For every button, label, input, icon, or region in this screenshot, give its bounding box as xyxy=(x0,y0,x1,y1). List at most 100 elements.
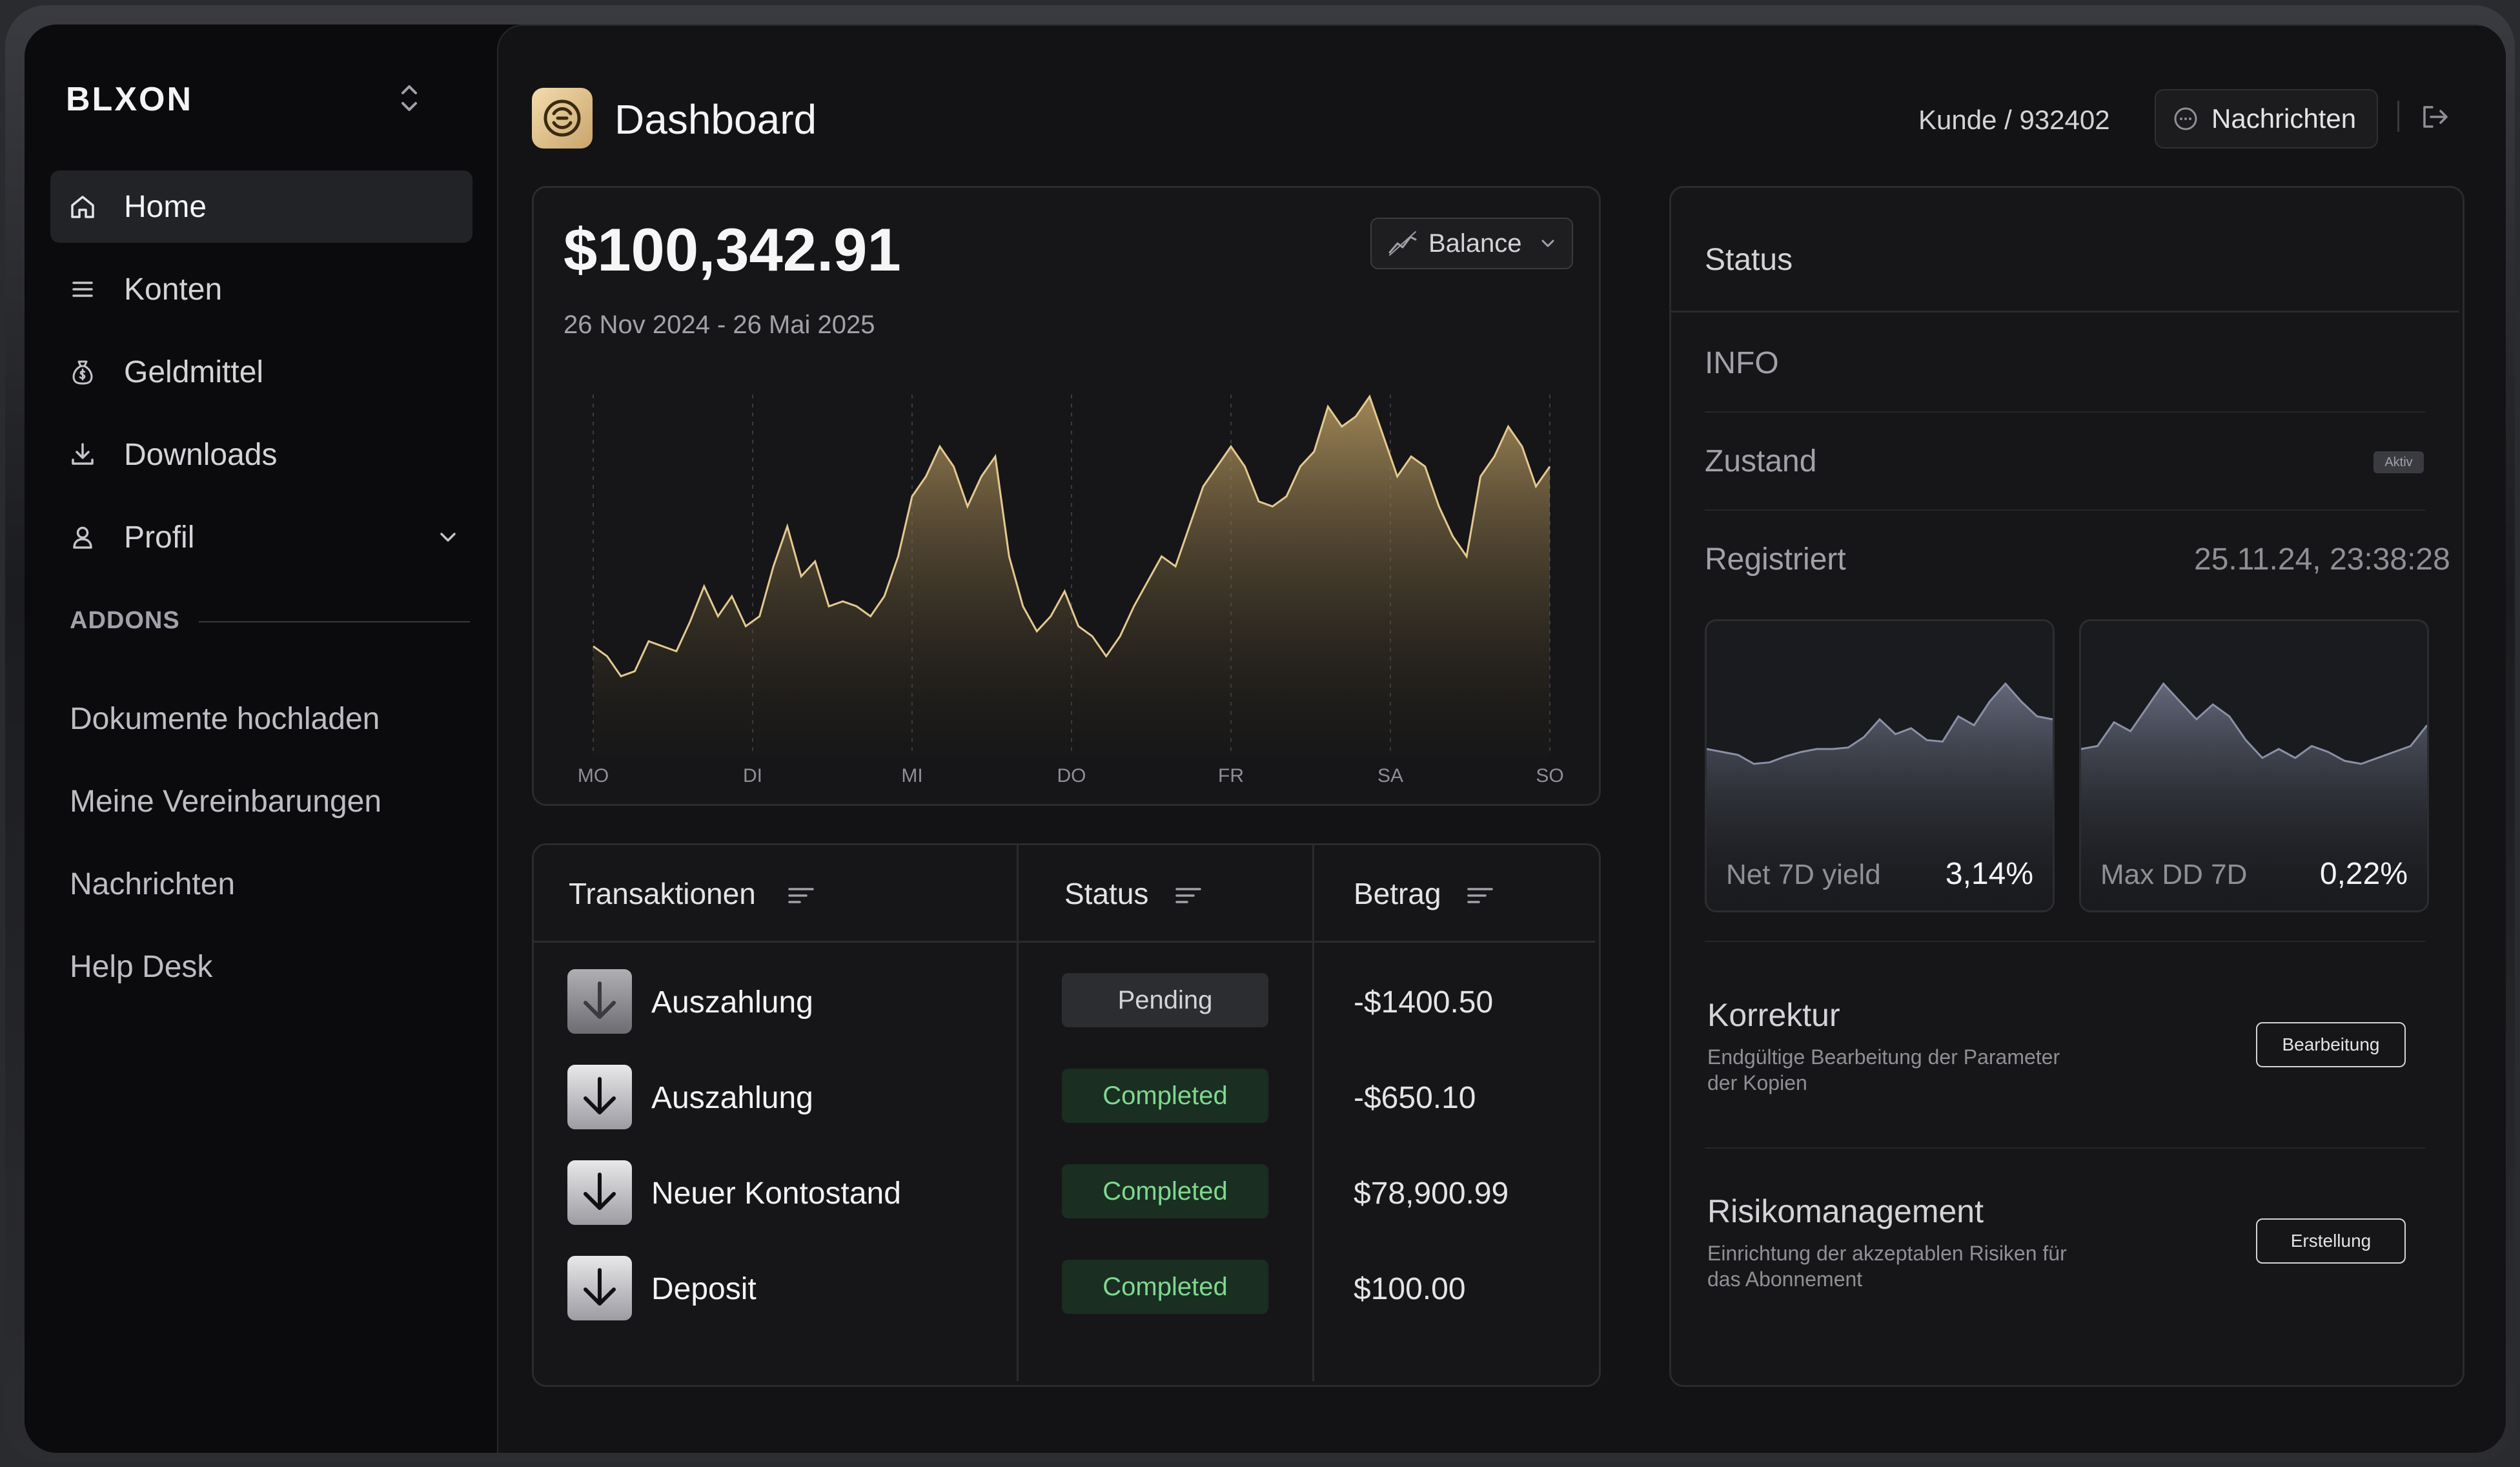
download-icon xyxy=(72,443,94,465)
status-badge: Completed xyxy=(1062,1260,1268,1314)
sidebar-item-geldmittel[interactable]: Geldmittel xyxy=(50,336,472,408)
row-divider xyxy=(1705,411,2425,413)
column-divider xyxy=(1017,845,1019,1381)
arrow-down-icon xyxy=(567,1256,632,1320)
transaction-amount: $78,900.99 xyxy=(1354,1176,1509,1211)
balance-date-range: 26 Nov 2024 - 26 Mai 2025 xyxy=(564,311,875,339)
table-row[interactable]: Neuer Kontostand Completed $78,900.99 xyxy=(534,1133,1595,1229)
status-panel-divider xyxy=(1671,311,2459,313)
arrow-down-icon xyxy=(567,1160,632,1225)
column-header-betrag[interactable]: Betrag xyxy=(1354,877,1441,910)
balance-selector-label: Balance xyxy=(1428,229,1522,258)
sidebar-item-konten[interactable]: Konten xyxy=(50,253,472,325)
info-label: INFO xyxy=(1705,346,1779,380)
sidebar-item-label: Konten xyxy=(124,272,223,307)
home-icon xyxy=(71,196,94,218)
max-dd-chart-line xyxy=(2081,682,2427,765)
table-row[interactable]: Auszahlung Completed -$650.10 xyxy=(534,1038,1595,1133)
max-dd-chart xyxy=(2081,682,2427,910)
max-dd-value: 0,22% xyxy=(2319,857,2408,891)
chat-bubble-icon xyxy=(2174,107,2197,130)
balance-chart-line xyxy=(593,394,1551,678)
logout-icon[interactable] xyxy=(2419,102,2450,132)
risikomanagement-description: Einrichtung der akzeptablen Risiken für … xyxy=(1707,1242,2067,1291)
addons-divider xyxy=(199,621,470,622)
sidebar-item-downloads[interactable]: Downloads xyxy=(50,418,472,491)
device-frame: BLXON Home Konten Geldmittel xyxy=(5,5,2515,1462)
chart-tick-label: MO xyxy=(578,765,609,786)
trend-icon xyxy=(1388,231,1417,256)
registriert-label: Registriert xyxy=(1705,542,1846,577)
main-content: Dashboard Kunde / 932402 Nachrichten xyxy=(497,25,2506,1453)
messages-button[interactable]: Nachrichten xyxy=(2155,89,2378,149)
transaction-name: Auszahlung xyxy=(651,1081,813,1115)
net-yield-chart xyxy=(1707,682,2053,910)
max-dd-chart-area xyxy=(2081,683,2427,910)
transaction-name: Deposit xyxy=(651,1272,757,1306)
addon-link-vereinbarungen[interactable]: Meine Vereinbarungen xyxy=(70,785,382,819)
arrow-down-icon xyxy=(567,1065,632,1129)
status-panel: Status INFO Zustand Aktiv Registriert 25… xyxy=(1669,186,2464,1387)
column-header-status[interactable]: Status xyxy=(1064,877,1149,910)
addon-link-help-desk[interactable]: Help Desk xyxy=(70,950,213,984)
max-dd-card: Max DD 7D 0,22% xyxy=(2079,619,2429,912)
status-badge: Pending xyxy=(1062,973,1268,1027)
sidebar: BLXON Home Konten Geldmittel xyxy=(25,25,497,1453)
balance-chart: MO DI MI DO FR SA SO xyxy=(578,394,1564,786)
money-bag-icon xyxy=(72,360,93,385)
column-header-transaktionen[interactable]: Transaktionen xyxy=(569,877,756,910)
status-badge: Completed xyxy=(1062,1069,1268,1123)
addons-heading: ADDONS xyxy=(70,607,180,634)
chevron-down-icon[interactable] xyxy=(436,526,460,549)
sidebar-item-label: Geldmittel xyxy=(124,354,264,389)
dashboard-logo-icon xyxy=(532,88,593,149)
customer-id: Kunde / 932402 xyxy=(1918,105,2110,135)
row-divider xyxy=(1705,1147,2425,1149)
sort-icon[interactable] xyxy=(1466,884,1494,907)
brand-logo[interactable]: BLXON xyxy=(66,81,193,118)
transaction-name: Auszahlung xyxy=(651,985,813,1020)
arrow-down-icon xyxy=(567,969,632,1034)
row-divider xyxy=(1705,509,2425,511)
status-badge: Completed xyxy=(1062,1164,1268,1218)
table-row[interactable]: Deposit Completed $100.00 xyxy=(534,1229,1595,1324)
bearbeitung-button[interactable]: Bearbeitung xyxy=(2256,1022,2406,1067)
net-yield-card: Net 7D yield 3,14% xyxy=(1705,619,2055,912)
sidebar-item-profil[interactable]: Profil xyxy=(50,501,472,573)
transaction-amount: $100.00 xyxy=(1354,1272,1466,1306)
korrektur-title: Korrektur xyxy=(1707,997,1840,1033)
transactions-table: Transaktionen Status Betrag Auszahlung P… xyxy=(532,843,1601,1387)
chart-tick-label: SA xyxy=(1377,765,1403,786)
chart-tick-label: MI xyxy=(901,765,922,786)
list-icon xyxy=(72,282,93,297)
sidebar-item-label: Downloads xyxy=(124,437,278,472)
balance-card: MO DI MI DO FR SA SO $100,342.91 26 Nov 2024 -… xyxy=(532,186,1601,806)
column-divider xyxy=(1312,845,1314,1381)
sidebar-item-home[interactable]: Home xyxy=(50,170,472,243)
status-panel-title: Status xyxy=(1705,243,1793,277)
net-yield-value: 3,14% xyxy=(1945,857,2033,891)
erstellung-button[interactable]: Erstellung xyxy=(2256,1218,2406,1264)
balance-amount: $100,342.91 xyxy=(564,216,901,283)
addon-link-nachrichten[interactable]: Nachrichten xyxy=(70,867,236,901)
max-dd-label: Max DD 7D xyxy=(2100,859,2248,890)
sidebar-item-label: Home xyxy=(124,189,207,224)
balance-chart-area xyxy=(593,396,1550,756)
registriert-value: 25.11.24, 23:38:28 xyxy=(2194,542,2450,577)
messages-button-label: Nachrichten xyxy=(2211,103,2357,134)
zustand-label: Zustand xyxy=(1705,444,1817,478)
table-row[interactable]: Auszahlung Pending -$1400.50 xyxy=(534,942,1595,1038)
workspace-switch-icon[interactable] xyxy=(396,79,422,118)
sort-icon[interactable] xyxy=(787,884,815,907)
zustand-badge: Aktiv xyxy=(2373,451,2424,473)
net-yield-chart-line xyxy=(1707,682,2053,765)
balance-selector[interactable]: Balance xyxy=(1370,218,1573,269)
row-divider xyxy=(1705,941,2425,942)
net-yield-label: Net 7D yield xyxy=(1726,859,1881,890)
transaction-amount: -$1400.50 xyxy=(1354,985,1494,1020)
transaction-amount: -$650.10 xyxy=(1354,1081,1476,1115)
sort-icon[interactable] xyxy=(1174,884,1203,907)
net-yield-chart-area xyxy=(1707,683,2053,910)
page-title: Dashboard xyxy=(615,96,817,143)
addon-link-dokumente[interactable]: Dokumente hochladen xyxy=(70,702,380,736)
